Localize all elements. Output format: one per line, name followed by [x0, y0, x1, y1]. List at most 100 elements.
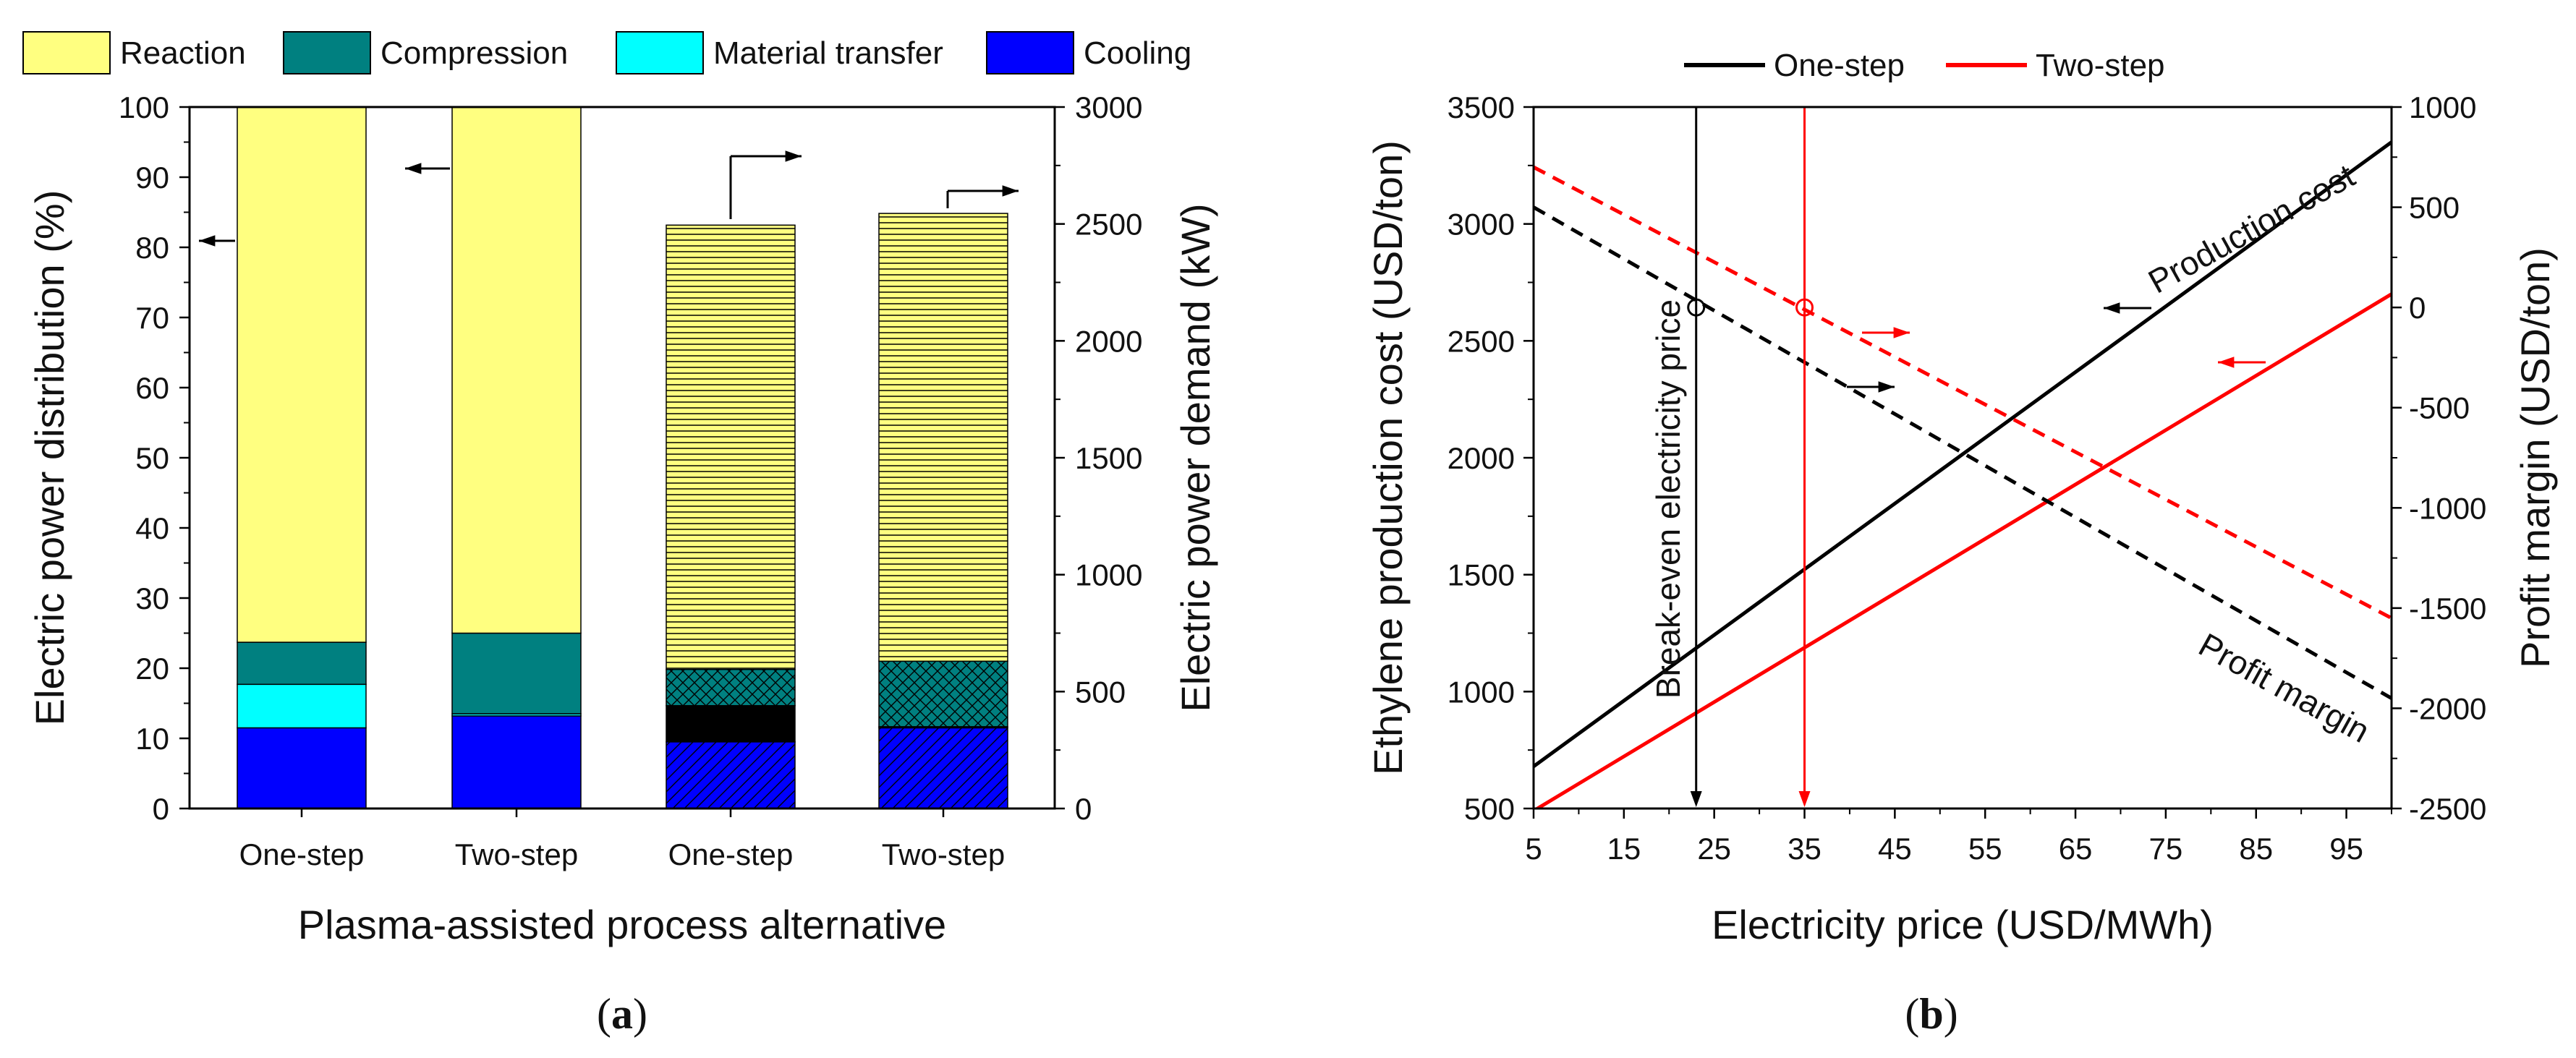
legend-label: Reaction — [120, 35, 246, 71]
axis-arrow-cost-one-step-head — [2104, 302, 2120, 314]
ytick-label-left-a: 50 — [135, 441, 169, 475]
xtick-label-b: 25 — [1697, 832, 1731, 866]
break-even-arrowhead — [1798, 791, 1811, 807]
legend-swatch-cooling — [986, 31, 1074, 74]
ytick-label-right-a: 500 — [1075, 675, 1126, 709]
panel-a: Reaction Compression Material transfer Cool… — [22, 31, 1218, 1038]
legend-swatch-material-transfer — [616, 31, 704, 74]
y-axis-title-right-a: Electric power demand (kW) — [1173, 203, 1218, 712]
ytick-label-left-b: 2500 — [1448, 324, 1515, 358]
ytick-label-left-b: 3500 — [1448, 90, 1515, 124]
ytick-label-right-b: -1500 — [2409, 592, 2486, 626]
legend-label: Compression — [381, 35, 568, 71]
panel-label-paren: ( — [1905, 990, 1919, 1038]
panel-label-paren: ( — [597, 990, 611, 1038]
annotation-break-even: Break-even electricity price — [1649, 299, 1687, 699]
bar-3-compression — [666, 668, 796, 707]
ytick-label-right-a: 2500 — [1075, 208, 1142, 242]
line-one-step-production-cost — [1534, 140, 2392, 768]
category-label: One-step — [239, 837, 365, 871]
bar-2-cooling — [451, 715, 582, 809]
ytick-label-right-a: 3000 — [1075, 90, 1142, 124]
bar-4-cooling — [878, 727, 1008, 809]
axis-arrow-margin-two-step-head — [1893, 327, 1910, 338]
x-axis-title-a: Plasma-assisted process alternative — [298, 902, 946, 947]
ytick-label-right-b: -1000 — [2409, 491, 2486, 525]
ytick-label-right-b: 0 — [2409, 291, 2426, 325]
category-label: Two-step — [455, 837, 578, 871]
ytick-label-left-b: 1500 — [1448, 558, 1515, 592]
y-axis-title-left-a: Electric power distribution (%) — [27, 190, 72, 726]
xtick-label-b: 95 — [2329, 832, 2363, 866]
ytick-label-left-a: 0 — [153, 792, 169, 826]
annotation-production-cost: Production cost — [2142, 156, 2361, 300]
ytick-label-right-b: 500 — [2409, 191, 2460, 225]
line-two-step-production-cost — [1534, 292, 2392, 809]
panel-label-b: (b) — [1905, 990, 1957, 1038]
bar-3-cooling — [666, 741, 796, 809]
bar-2-reaction — [451, 106, 582, 634]
ytick-label-right-b: -2500 — [2409, 792, 2486, 826]
legend-swatch-compression — [283, 31, 371, 74]
ytick-label-left-b: 3000 — [1448, 208, 1515, 242]
category-label: One-step — [668, 837, 794, 871]
xtick-label-b: 65 — [2059, 832, 2093, 866]
axis-arrow-left-2-head — [405, 163, 422, 174]
axis-arrow-left-1-head — [199, 235, 216, 247]
bar-1-cooling — [237, 727, 367, 809]
ytick-label-right-b: 1000 — [2409, 90, 2476, 124]
ytick-label-left-b: 500 — [1464, 792, 1515, 826]
panel-label-paren: ) — [1944, 990, 1958, 1038]
ytick-label-left-b: 1000 — [1448, 675, 1515, 709]
panel-label-a: (a) — [597, 990, 647, 1038]
legend-label: Cooling — [1084, 35, 1191, 71]
xtick-label-b: 75 — [2149, 832, 2183, 866]
bar-2-compression — [451, 632, 582, 714]
ytick-label-left-a: 30 — [135, 581, 169, 615]
ytick-label-right-b: -500 — [2409, 391, 2470, 425]
bar-1-material-transfer — [237, 683, 367, 729]
y-axis-title-left-b: Ethylene production cost (USD/ton) — [1365, 140, 1411, 775]
ytick-label-left-a: 20 — [135, 652, 169, 686]
break-even-marker-two-step — [1795, 298, 1814, 317]
line-one-step-profit-margin — [1534, 205, 2392, 700]
bar-4-compression — [878, 660, 1008, 728]
xtick-label-b: 45 — [1878, 832, 1912, 866]
break-even-arrowhead — [1690, 791, 1702, 807]
x-axis-title-b: Electricity price (USD/MWh) — [1712, 902, 2214, 947]
bar-1-reaction — [237, 106, 367, 643]
axis-arrow-margin-one-step-head — [1878, 381, 1895, 393]
xtick-label-b: 55 — [1968, 832, 2002, 866]
ytick-label-left-a: 90 — [135, 161, 169, 195]
legend-label: Material transfer — [713, 35, 943, 71]
bar-4-reaction — [878, 213, 1008, 662]
ytick-label-left-a: 40 — [135, 511, 169, 545]
panel-label-paren: ) — [633, 990, 647, 1038]
panel-label-letter: a — [611, 990, 633, 1038]
bar-1-compression — [237, 641, 367, 686]
ytick-label-right-b: -2000 — [2409, 691, 2486, 725]
ytick-label-left-a: 10 — [135, 722, 169, 756]
panel-b: One-step Two-step 5 15 25 35 45 55 65 75 85 95 500 10… — [1365, 48, 2558, 1038]
break-even-marker-one-step — [1687, 298, 1706, 317]
y-axis-title-right-b: Profit margin (USD/ton) — [2512, 247, 2558, 668]
legend-label: One-step — [1774, 48, 1905, 83]
series-lines — [1534, 140, 2392, 809]
axis-arrow-cost-two-step-head — [2218, 357, 2235, 368]
ytick-label-right-a: 1500 — [1075, 441, 1142, 475]
legend-swatch-reaction — [22, 31, 111, 74]
ytick-label-right-a: 1000 — [1075, 558, 1142, 592]
axis-arrow-right-2-head — [1002, 185, 1019, 197]
bar-3-material-transfer — [666, 704, 796, 743]
ytick-label-left-a: 100 — [119, 90, 169, 124]
ytick-label-left-b: 2000 — [1448, 441, 1515, 475]
ytick-label-left-a: 70 — [135, 301, 169, 335]
xtick-label-b: 85 — [2239, 832, 2273, 866]
ytick-label-left-a: 80 — [135, 231, 169, 265]
panel-label-letter: b — [1919, 990, 1943, 1038]
xtick-label-b: 35 — [1788, 832, 1822, 866]
xtick-label-b: 5 — [1525, 832, 1542, 866]
ytick-label-right-a: 0 — [1075, 792, 1092, 826]
ytick-label-left-a: 60 — [135, 371, 169, 405]
